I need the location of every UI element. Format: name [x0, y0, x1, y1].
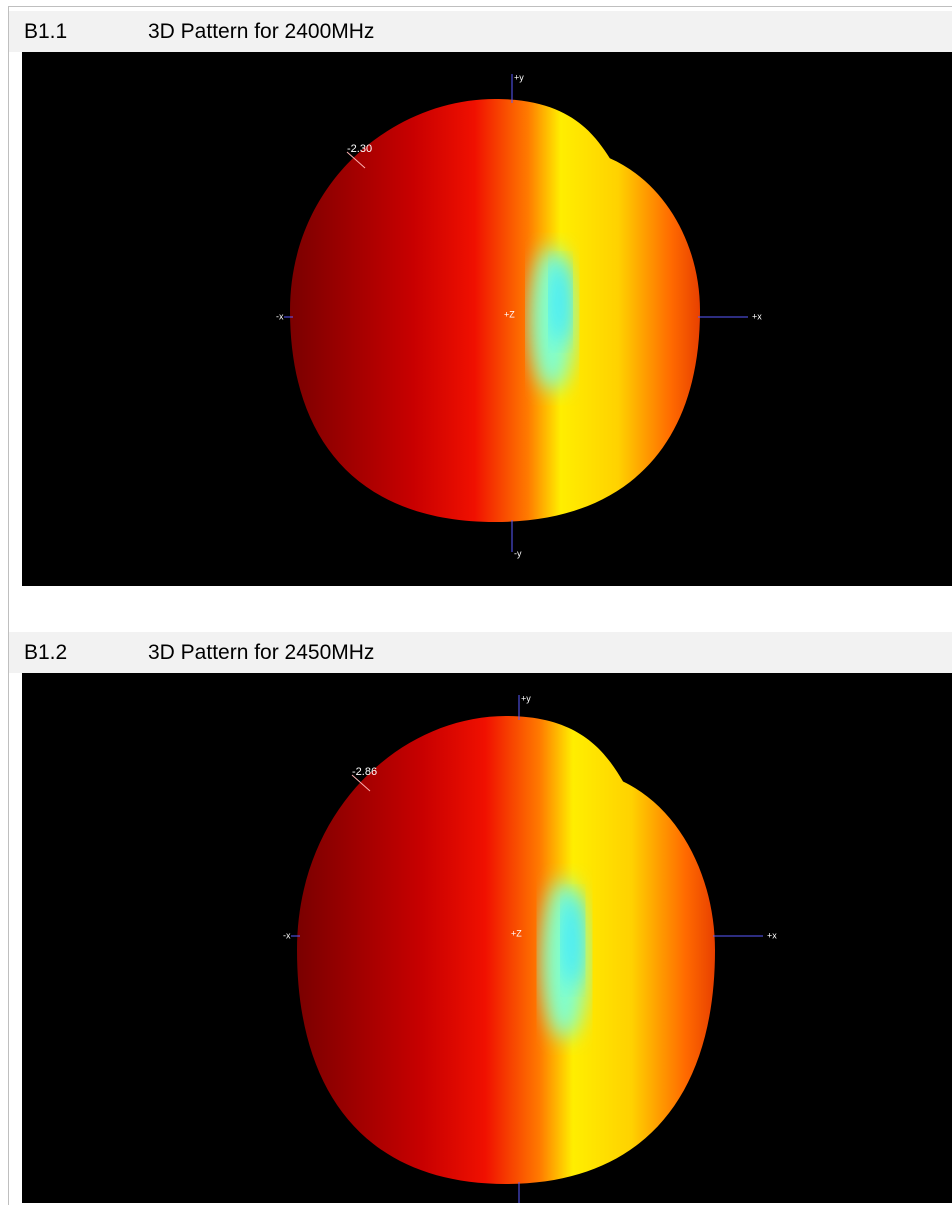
- axis-label: -x: [276, 311, 284, 321]
- axis-label: +Z: [511, 928, 522, 938]
- axis-label: +y: [514, 72, 524, 82]
- marker-label: -2.86: [352, 766, 377, 778]
- page-frame: [8, 6, 952, 1205]
- pattern-lowgain: [562, 893, 584, 988]
- marker-label: -2.30: [347, 143, 372, 155]
- pattern-surface: [290, 99, 700, 522]
- section-header: B1.1 3D Pattern for 2400MHz: [9, 11, 952, 52]
- marker-arrow: [351, 774, 371, 792]
- section: B1.1 3D Pattern for 2400MHz +y -y +x -x +Z -2.3…: [9, 11, 952, 586]
- pattern-image: +y-y+x-x+Z-2.86: [22, 673, 952, 1203]
- section-title: 3D Pattern for 2450MHz: [148, 641, 375, 664]
- axis-label: +Z: [504, 309, 515, 319]
- section-header: B1.2 3D Pattern for 2450MHz: [9, 632, 952, 673]
- axis-label: +x: [752, 311, 762, 321]
- axis-label: -x: [283, 930, 291, 940]
- axis-label: +x: [767, 930, 777, 940]
- section: B1.23D Pattern for 2450MHz+y-y+x-x+Z-2.8…: [9, 632, 952, 1203]
- pattern-lowgain: [550, 259, 571, 345]
- section-number: B1.1: [24, 20, 68, 43]
- axis-label: -y: [514, 548, 522, 558]
- marker-arrow: [346, 151, 366, 169]
- section-number: B1.2: [24, 641, 68, 664]
- pattern-surface: [297, 716, 715, 1184]
- axis-label: +y: [521, 693, 531, 703]
- section-title: 3D Pattern for 2400MHz: [148, 20, 375, 43]
- pattern-image: +y -y +x -x +Z -2.30: [22, 52, 952, 586]
